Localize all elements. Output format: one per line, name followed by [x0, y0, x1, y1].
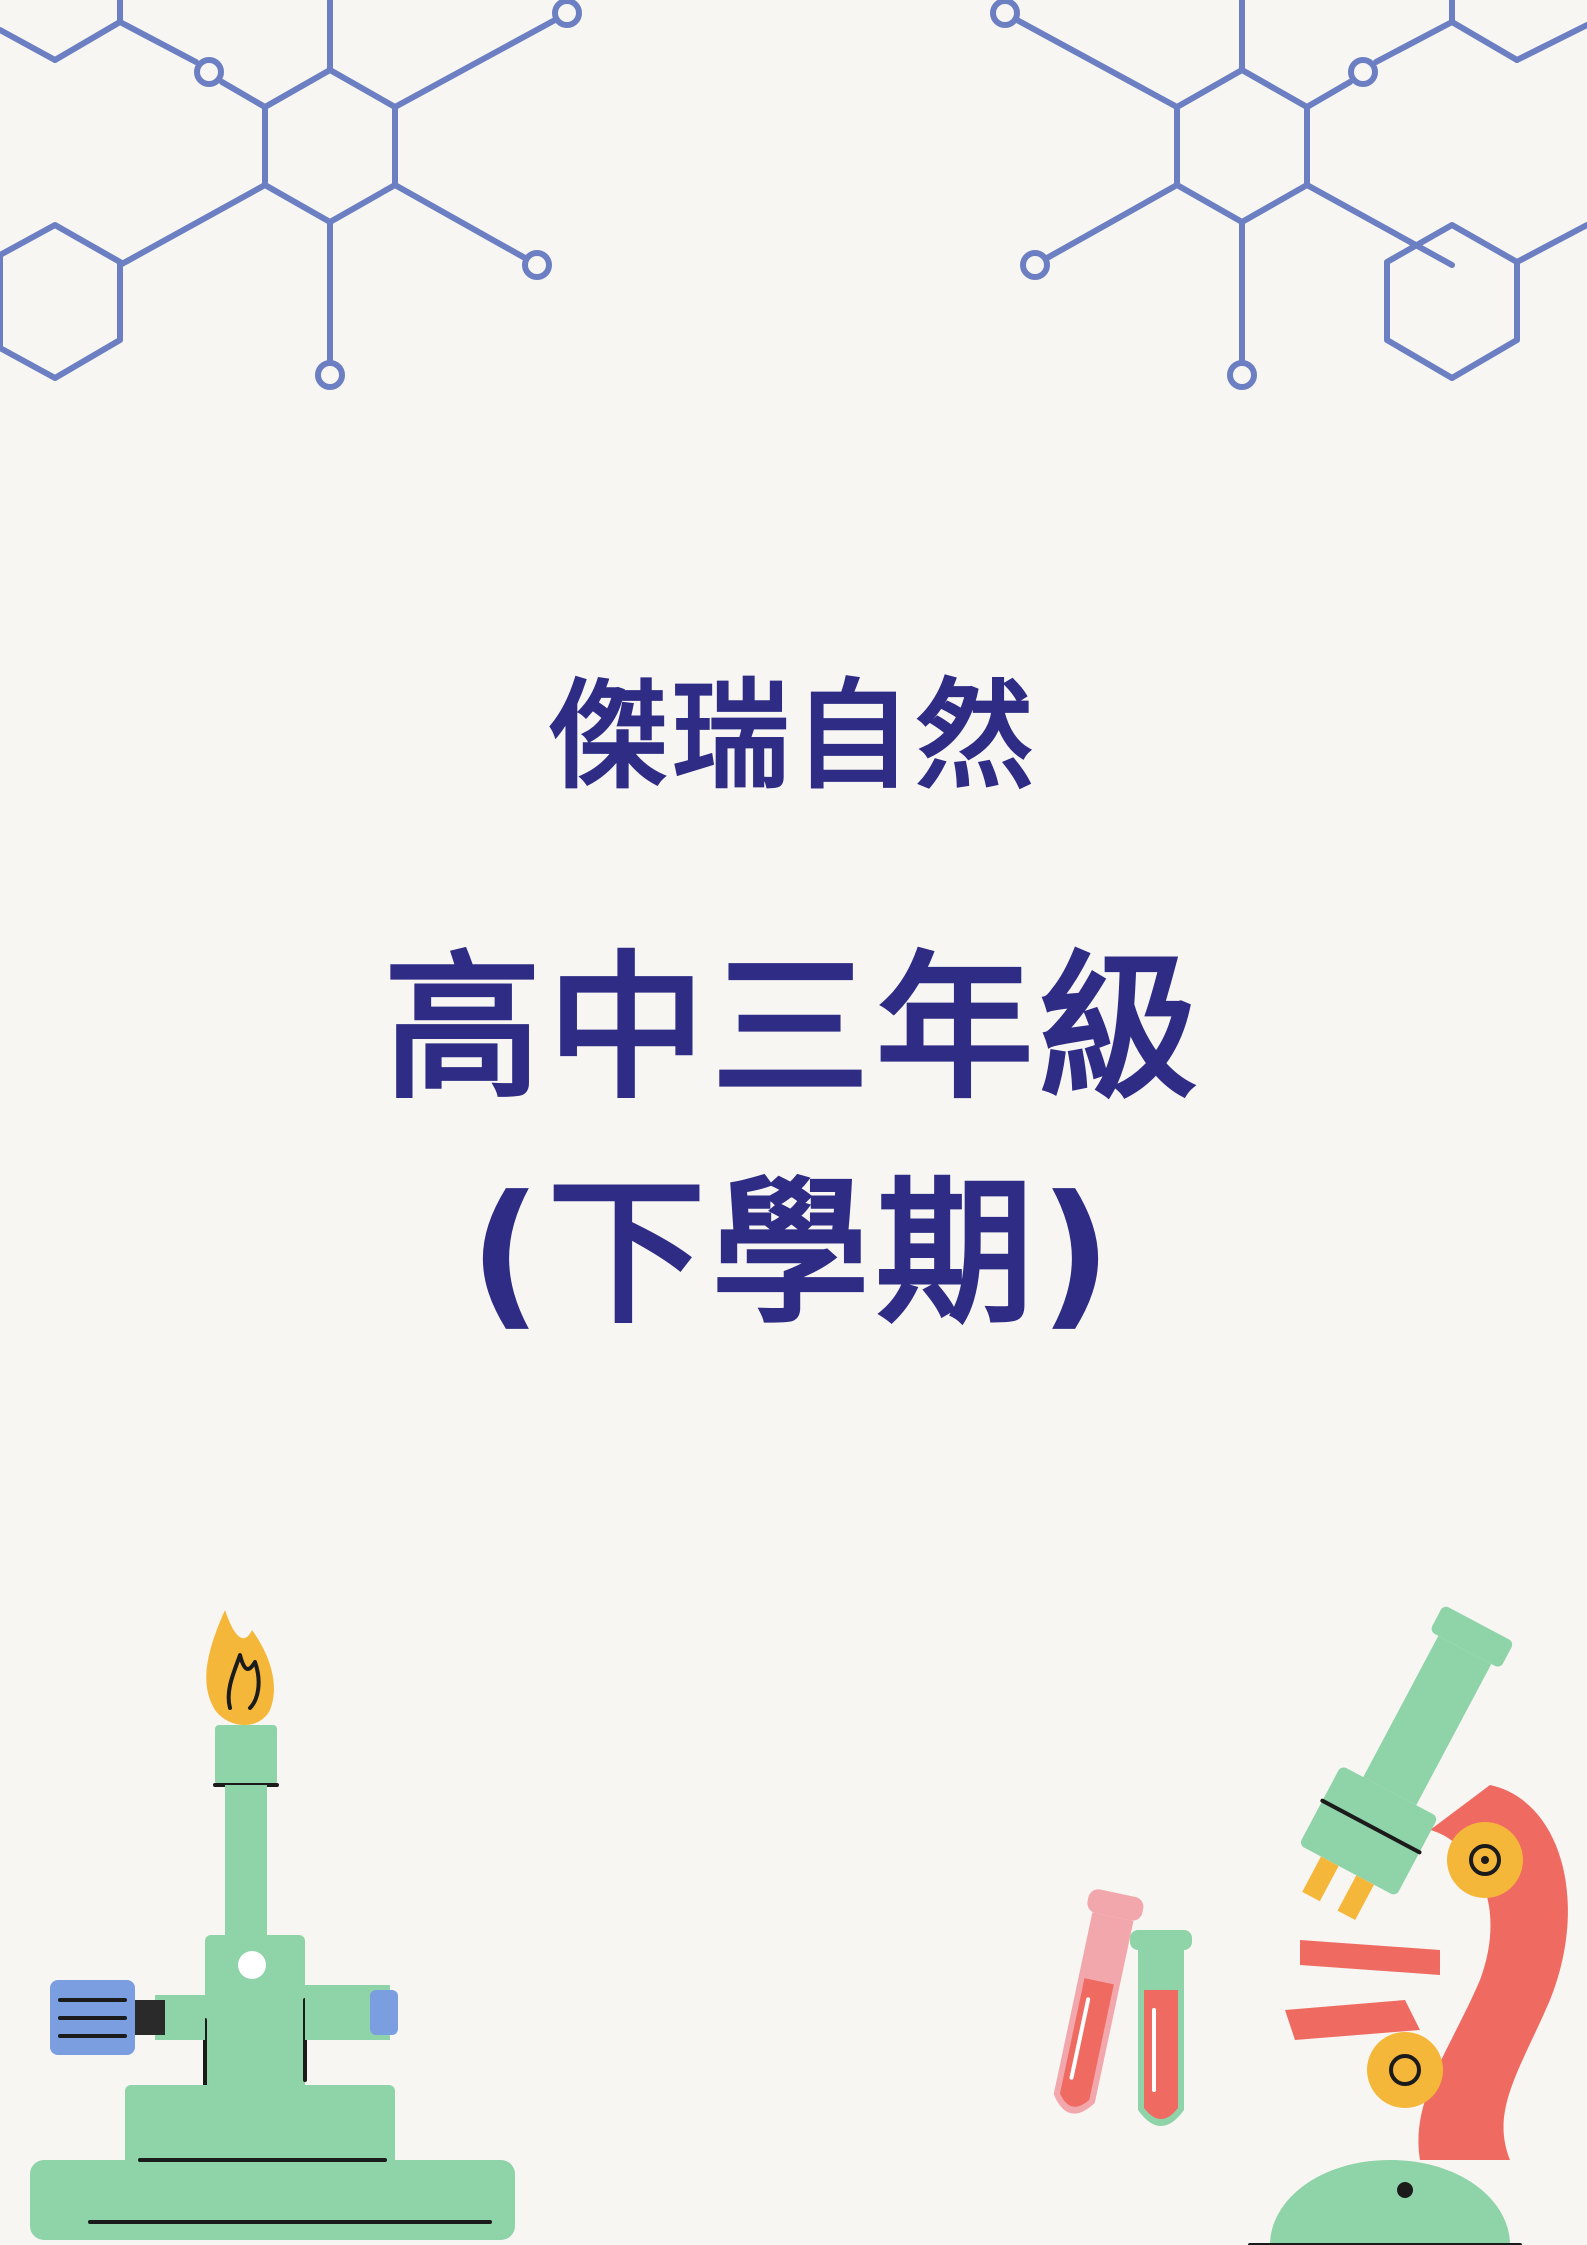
test-tubes-icon: [1053, 1889, 1192, 2126]
molecule-structure-icon: [0, 0, 582, 390]
microscope-icon: [1248, 1606, 1568, 2245]
term-subtitle: (下學期): [469, 1162, 1118, 1346]
brand-title: 傑瑞自然: [549, 667, 1038, 805]
molecule-structure-icon: [990, 0, 1587, 390]
bunsen-burner-icon: [30, 1610, 515, 2240]
grade-title: 高中三年級: [383, 937, 1204, 1121]
